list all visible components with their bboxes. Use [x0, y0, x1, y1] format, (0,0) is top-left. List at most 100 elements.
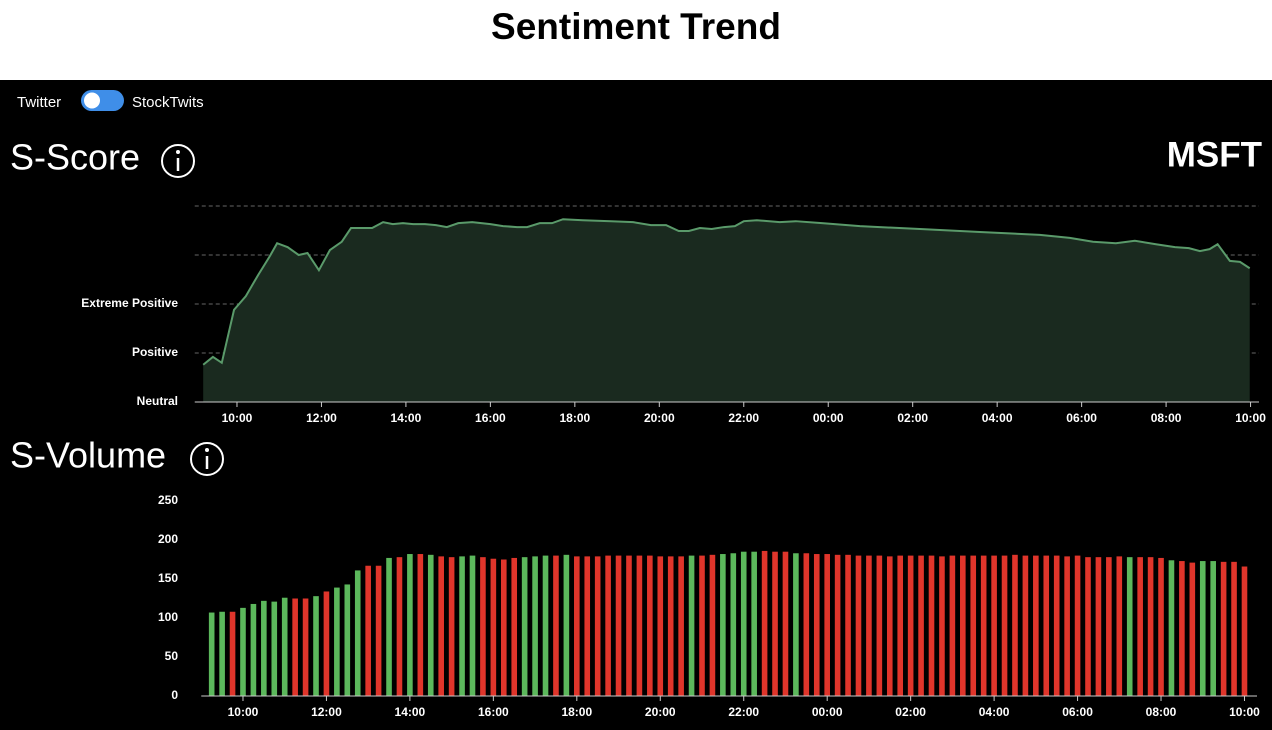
volume-bar [281, 597, 288, 696]
volume-bar [229, 611, 236, 696]
volume-bar [866, 555, 872, 696]
x-tick-label: 18:00 [559, 411, 590, 425]
volume-bar [803, 553, 810, 696]
volume-bar [480, 557, 486, 696]
volume-bar [563, 554, 570, 696]
volume-bar [1189, 562, 1196, 696]
volume-bar [615, 555, 622, 696]
volume-bar [970, 555, 977, 696]
y-tick-label: 150 [158, 571, 178, 585]
volume-bar [1147, 557, 1154, 696]
volume-bar [824, 554, 830, 696]
volume-bar [292, 598, 298, 696]
volume-bar [354, 570, 361, 696]
x-tick-label: 22:00 [728, 411, 759, 425]
volume-bar [939, 556, 945, 696]
x-tick-label: 12:00 [306, 411, 337, 425]
volume-bar [542, 555, 549, 696]
x-tick-label: 08:00 [1151, 411, 1182, 425]
volume-bar [1116, 556, 1123, 696]
section-title: S-Score [10, 137, 140, 178]
x-tick-label: 20:00 [645, 705, 676, 719]
score-line [202, 218, 1251, 366]
x-tick-label: 10:00 [228, 705, 259, 719]
volume-bar [417, 554, 424, 696]
volume-bar [720, 554, 726, 696]
volume-bar [261, 600, 267, 696]
volume-bar [1231, 561, 1237, 696]
ticker: MSFT [1167, 135, 1262, 174]
volume-bar [678, 556, 684, 696]
volume-bar [386, 557, 392, 696]
x-tick-label: 16:00 [475, 411, 506, 425]
y-tick-label: 250 [158, 493, 178, 507]
x-tick-label: 16:00 [478, 705, 509, 719]
volume-bar [1012, 554, 1018, 696]
volume-bar [323, 591, 330, 696]
volume-bar [1001, 555, 1008, 696]
volume-bar [928, 555, 935, 696]
volume-bar [574, 556, 580, 696]
toggle-left-label: Twitter [17, 94, 61, 111]
info-icon[interactable] [190, 442, 224, 476]
volume-bar [500, 559, 507, 696]
toggle-right-label: StockTwits [132, 94, 204, 111]
volume-bar [699, 555, 705, 696]
volume-bar [271, 601, 278, 696]
volume-bar [302, 598, 309, 696]
x-tick-label: 20:00 [644, 411, 675, 425]
x-tick-label: 02:00 [897, 411, 928, 425]
volume-bar [834, 554, 841, 696]
source-toggle[interactable] [81, 90, 124, 111]
volume-bar [438, 556, 444, 696]
page-title: Sentiment Trend [491, 6, 781, 47]
y-tick-label: Neutral [137, 394, 178, 408]
volume-bar [407, 554, 413, 696]
volume-bar [584, 556, 591, 696]
volume-bar [240, 607, 246, 696]
x-tick-label: 00:00 [812, 705, 843, 719]
volume-bar [1022, 555, 1029, 696]
volume-bar [1199, 561, 1206, 696]
volume-bar [448, 557, 455, 696]
volume-bar [730, 553, 737, 696]
volume-bar [813, 554, 820, 696]
volume-bar [647, 555, 653, 696]
volume-bar [772, 551, 778, 696]
x-tick-label: 12:00 [311, 705, 342, 719]
toggle-knob[interactable] [84, 92, 100, 109]
volume-bar [918, 555, 924, 696]
volume-bar [1074, 555, 1081, 696]
y-tick-label: Positive [132, 345, 178, 359]
volume-bar [250, 603, 257, 696]
x-tick-label: 10:00 [1235, 411, 1266, 425]
volume-bar [980, 555, 987, 696]
volume-bar [626, 555, 632, 696]
y-tick-label: 200 [158, 532, 178, 546]
score-area [203, 219, 1250, 402]
volume-bar [1106, 557, 1112, 696]
section-title: S-Volume [10, 435, 166, 476]
volume-bar [1085, 557, 1091, 696]
volume-bar [396, 557, 403, 696]
x-tick-label: 06:00 [1066, 411, 1097, 425]
volume-bar [365, 565, 371, 696]
volume-bar [1095, 557, 1102, 696]
volume-bar [761, 550, 768, 696]
volume-bar [1179, 561, 1185, 696]
volume-bar [605, 555, 611, 696]
volume-bar [897, 555, 904, 696]
info-icon[interactable] [161, 144, 195, 178]
x-tick-label: 14:00 [391, 411, 422, 425]
volume-bar [490, 558, 497, 696]
y-tick-label: Extreme Positive [81, 296, 178, 310]
volume-bar [949, 555, 956, 696]
volume-bar [344, 584, 351, 696]
volume-bar [1158, 557, 1164, 696]
volume-bar [427, 554, 434, 696]
volume-bar [709, 554, 716, 696]
volume-bar [667, 556, 674, 696]
x-tick-label: 22:00 [728, 705, 759, 719]
volume-bar [553, 555, 559, 696]
